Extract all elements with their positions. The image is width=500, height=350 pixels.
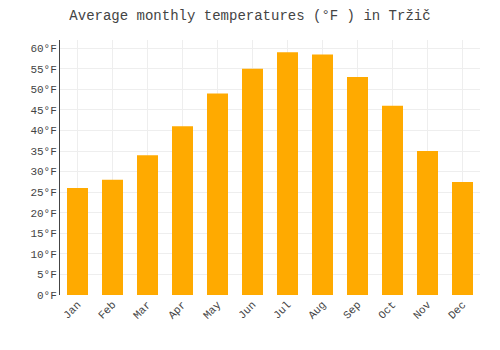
svg-text:Dec: Dec (446, 299, 468, 321)
svg-text:Mar: Mar (131, 299, 153, 321)
svg-text:45°F: 45°F (30, 105, 56, 117)
svg-text:Nov: Nov (411, 299, 434, 322)
svg-text:Jun: Jun (236, 299, 258, 321)
svg-text:May: May (201, 299, 224, 322)
svg-text:10°F: 10°F (30, 249, 56, 261)
svg-text:35°F: 35°F (30, 146, 56, 158)
svg-text:60°F: 60°F (30, 43, 56, 55)
svg-text:Jan: Jan (61, 299, 83, 321)
svg-text:15°F: 15°F (30, 228, 56, 240)
svg-text:20°F: 20°F (30, 208, 56, 220)
svg-text:Feb: Feb (96, 299, 118, 321)
svg-text:Oct: Oct (376, 299, 398, 321)
svg-text:50°F: 50°F (30, 84, 56, 96)
svg-text:55°F: 55°F (30, 64, 56, 76)
svg-text:Jul: Jul (271, 299, 293, 321)
svg-text:0°F: 0°F (37, 290, 57, 302)
svg-text:5°F: 5°F (37, 269, 57, 281)
svg-text:25°F: 25°F (30, 187, 56, 199)
svg-text:Aug: Aug (306, 299, 328, 321)
svg-text:Average monthly temperatures (: Average monthly temperatures (°F ) in Tr… (69, 8, 430, 24)
svg-text:Apr: Apr (166, 299, 188, 321)
svg-text:40°F: 40°F (30, 125, 56, 137)
svg-text:Sep: Sep (341, 299, 363, 321)
svg-text:30°F: 30°F (30, 166, 56, 178)
